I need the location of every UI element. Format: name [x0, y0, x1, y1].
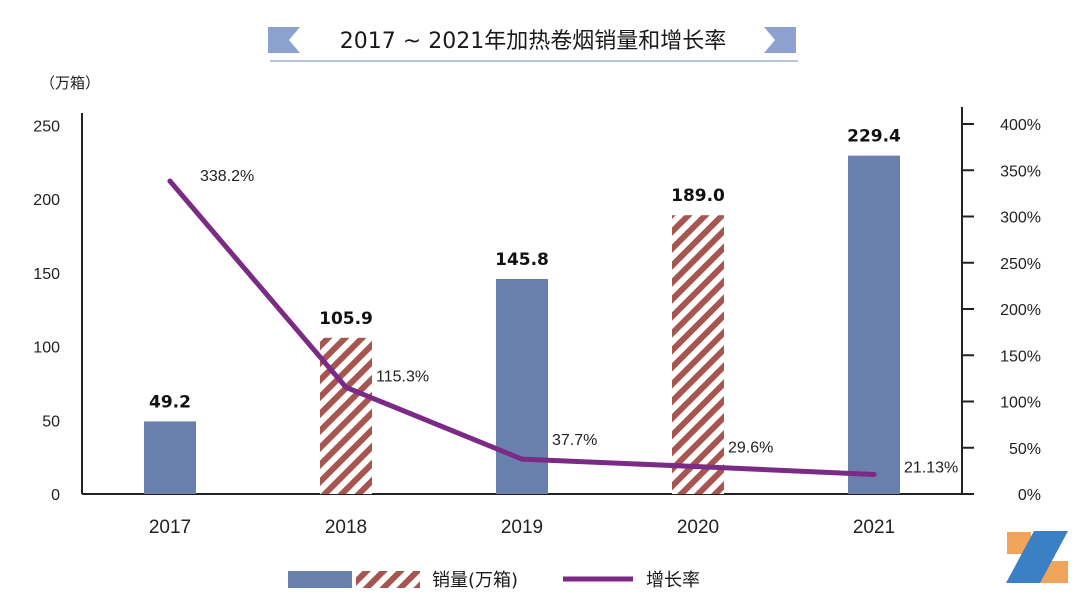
- title-left-flag: [268, 27, 300, 53]
- bar-value-label-2021: 229.4: [847, 127, 901, 147]
- growth-rate-point-2021: [871, 471, 877, 477]
- right-tick-label: 200%: [1000, 302, 1041, 319]
- left-tick-label: 150: [33, 266, 60, 283]
- legend: 销量(万箱) 增长率: [288, 570, 700, 591]
- right-tick-label: 250%: [1000, 256, 1041, 273]
- bar-2021: [848, 155, 900, 494]
- right-tick-label: 350%: [1000, 163, 1041, 180]
- title-banner: 2017 ~ 2021年加热卷烟销量和增长率: [268, 27, 798, 62]
- legend-swatch-bar-hatch: [356, 571, 420, 588]
- growth-rate-point-2019: [519, 456, 525, 462]
- right-tick-label: 300%: [1000, 210, 1041, 227]
- right-tick-label: 50%: [1009, 441, 1041, 458]
- bar-value-labels: 49.2 105.9 145.8 189.0 229.4: [149, 127, 901, 413]
- logo-stroke: [1006, 531, 1068, 583]
- growth-rate-point-2017: [167, 178, 173, 184]
- rate-label-2019: 37.7%: [552, 432, 597, 449]
- bar-series: [144, 155, 900, 494]
- left-tick-label: 250: [33, 118, 60, 135]
- right-tick-label: 0%: [1018, 487, 1041, 504]
- category-labels: 2017 2018 2019 2020 2021: [149, 517, 895, 538]
- left-tick-labels: 0 50 100 150 200 250: [33, 118, 60, 504]
- rate-label-2021: 21.13%: [904, 459, 958, 476]
- category-label-2018: 2018: [325, 517, 367, 538]
- corner-logo: [1006, 531, 1068, 583]
- left-axis-unit: （万箱）: [40, 74, 100, 92]
- left-tick-label: 0: [51, 487, 60, 504]
- bar-value-label-2018: 105.9: [319, 309, 373, 329]
- rate-label-2018: 115.3%: [376, 368, 429, 385]
- category-label-2021: 2021: [853, 517, 895, 538]
- line-series: [167, 178, 877, 477]
- bar-2018: [320, 337, 372, 494]
- legend-swatch-bar-solid: [288, 571, 352, 588]
- rate-label-2020: 29.6%: [728, 440, 773, 457]
- rate-label-2017: 338.2%: [200, 168, 254, 185]
- right-tick-label: 100%: [1000, 395, 1041, 412]
- bar-value-label-2017: 49.2: [149, 392, 191, 412]
- bar-value-label-2019: 145.8: [495, 250, 549, 270]
- bar-2020: [672, 215, 724, 494]
- legend-label-sales: 销量(万箱): [432, 570, 518, 591]
- right-tick-label: 150%: [1000, 348, 1041, 365]
- left-tick-label: 50: [42, 413, 60, 430]
- right-tick-label: 400%: [1000, 117, 1041, 134]
- left-tick-label: 100: [33, 340, 60, 357]
- category-label-2019: 2019: [501, 517, 543, 538]
- right-tick-labels: 0% 50% 100% 150% 200% 250% 300% 350% 400%: [962, 117, 1041, 504]
- title-right-flag: [764, 27, 796, 53]
- rate-labels: 338.2% 115.3% 37.7% 29.6% 21.13%: [200, 168, 958, 476]
- category-label-2017: 2017: [149, 517, 191, 538]
- growth-rate-point-2018: [343, 384, 349, 390]
- category-label-2020: 2020: [677, 517, 719, 538]
- chart-title: 2017 ~ 2021年加热卷烟销量和增长率: [340, 29, 726, 54]
- legend-label-rate: 增长率: [646, 570, 700, 591]
- growth-rate-point-2020: [695, 464, 701, 470]
- bar-value-label-2020: 189.0: [671, 186, 725, 206]
- left-tick-label: 200: [33, 192, 60, 209]
- bar-2017: [144, 421, 196, 494]
